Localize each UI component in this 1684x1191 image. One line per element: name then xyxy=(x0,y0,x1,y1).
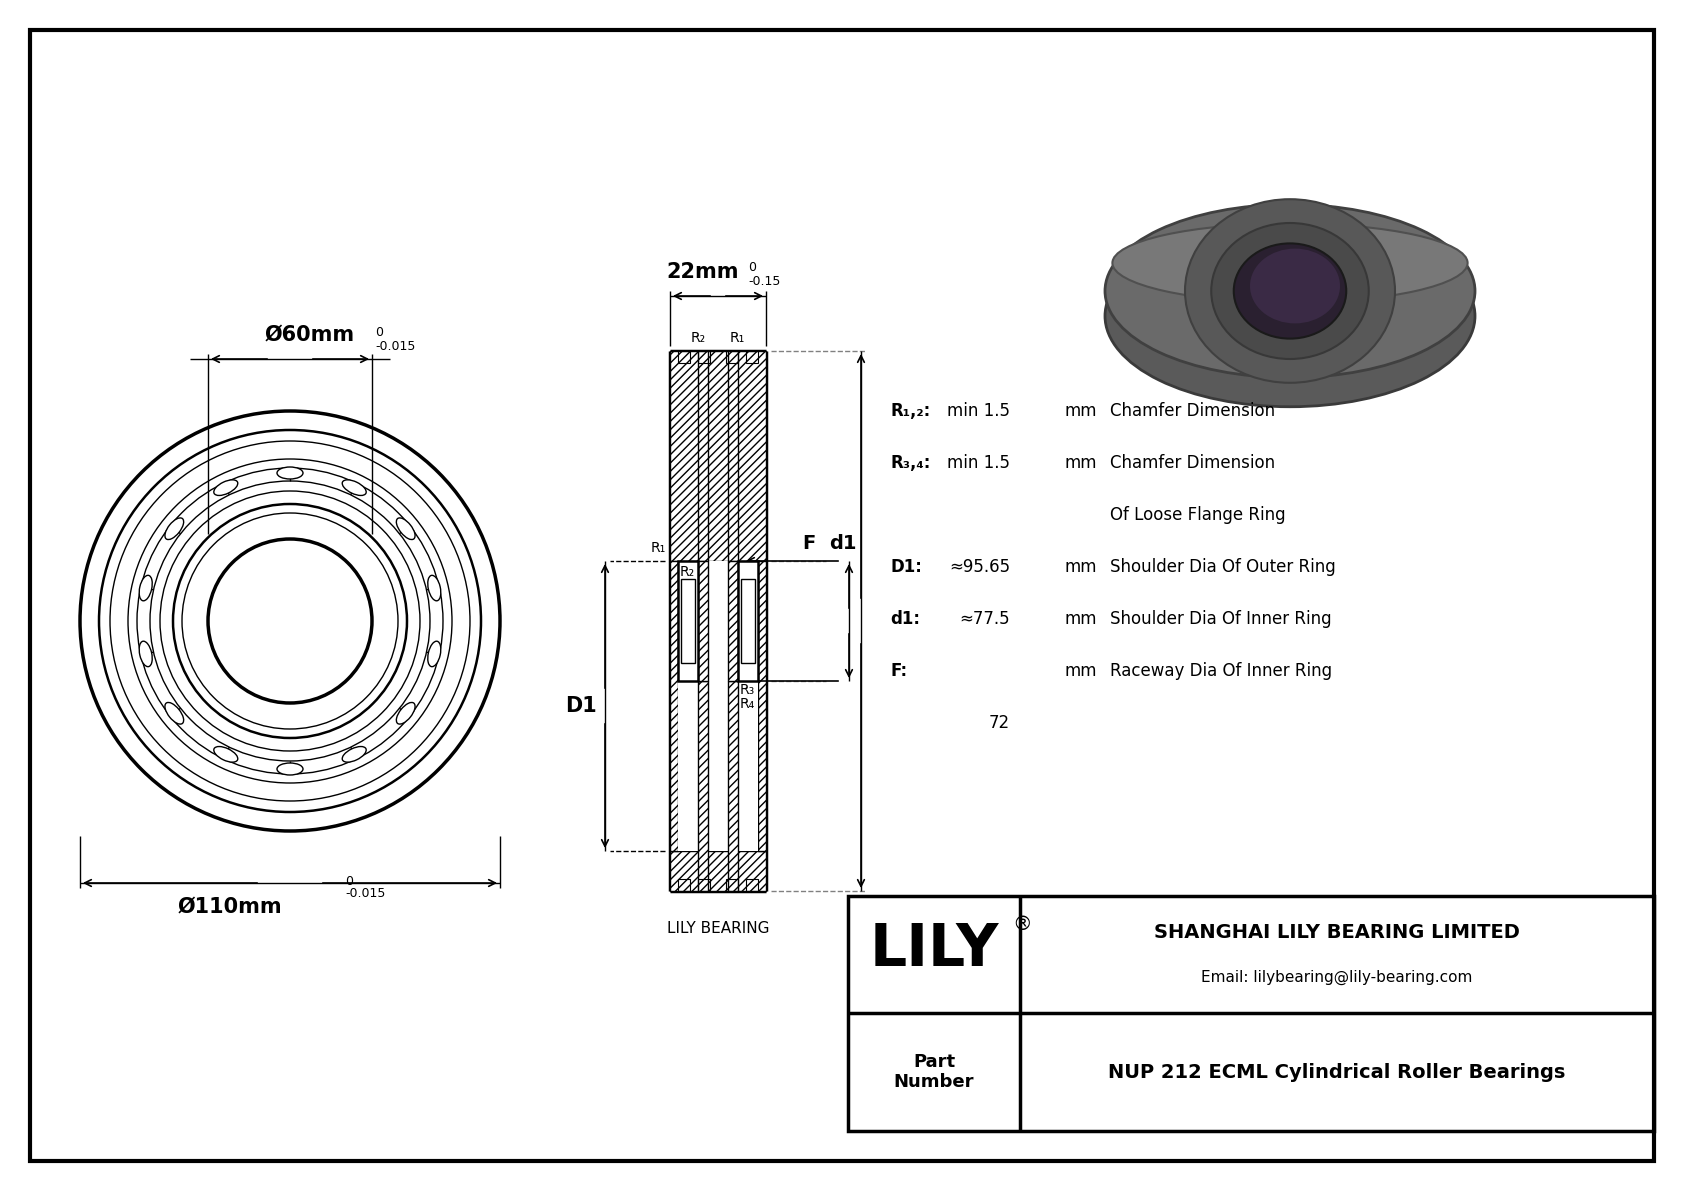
Text: F: F xyxy=(803,534,817,553)
Ellipse shape xyxy=(276,763,303,775)
Ellipse shape xyxy=(1105,225,1475,407)
Bar xyxy=(758,561,766,852)
Text: Of Loose Flange Ring: Of Loose Flange Ring xyxy=(1110,506,1285,524)
Text: R₄: R₄ xyxy=(739,697,754,711)
Bar xyxy=(727,561,738,681)
Ellipse shape xyxy=(428,641,441,667)
Text: Part
Number: Part Number xyxy=(894,1053,975,1091)
Bar xyxy=(849,896,1654,1131)
Bar xyxy=(670,852,766,891)
Bar xyxy=(697,561,707,681)
Ellipse shape xyxy=(396,518,414,540)
Text: R₁: R₁ xyxy=(650,541,665,555)
Text: NUP 212 ECML Cylindrical Roller Bearings: NUP 212 ECML Cylindrical Roller Bearings xyxy=(1108,1062,1566,1081)
Ellipse shape xyxy=(214,480,237,495)
Text: mm: mm xyxy=(1064,610,1098,628)
Ellipse shape xyxy=(428,575,441,600)
Circle shape xyxy=(209,540,372,703)
Text: LILY: LILY xyxy=(869,922,999,979)
Text: D1: D1 xyxy=(566,696,598,716)
Bar xyxy=(727,681,738,891)
Text: R₁: R₁ xyxy=(729,331,746,345)
Text: LILY BEARING: LILY BEARING xyxy=(667,921,770,936)
Ellipse shape xyxy=(165,703,184,724)
Text: 0: 0 xyxy=(345,875,354,888)
Bar xyxy=(679,879,690,891)
Text: F:: F: xyxy=(891,662,908,680)
Text: R₃: R₃ xyxy=(739,682,754,697)
Ellipse shape xyxy=(1211,223,1369,358)
Bar xyxy=(670,561,679,852)
Ellipse shape xyxy=(396,703,414,724)
Text: Chamfer Dimension: Chamfer Dimension xyxy=(1110,454,1275,472)
Ellipse shape xyxy=(1105,205,1475,378)
Bar xyxy=(670,351,766,561)
Ellipse shape xyxy=(140,575,152,600)
Bar xyxy=(697,351,711,363)
Text: SHANGHAI LILY BEARING LIMITED: SHANGHAI LILY BEARING LIMITED xyxy=(1154,923,1521,942)
Text: mm: mm xyxy=(1064,454,1098,472)
Text: mm: mm xyxy=(1064,403,1098,420)
Bar xyxy=(680,579,695,663)
Bar xyxy=(746,879,758,891)
Text: D1:: D1: xyxy=(891,559,921,576)
Text: -0.015: -0.015 xyxy=(376,339,416,353)
Ellipse shape xyxy=(140,641,152,667)
Text: min 1.5: min 1.5 xyxy=(946,403,1010,420)
Bar xyxy=(746,351,758,363)
Text: 0: 0 xyxy=(748,261,756,274)
Ellipse shape xyxy=(1186,199,1394,382)
Ellipse shape xyxy=(1250,249,1340,324)
Text: R₂: R₂ xyxy=(690,331,706,345)
Text: Chamfer Dimension: Chamfer Dimension xyxy=(1110,403,1275,420)
Bar xyxy=(726,351,738,363)
Text: 0: 0 xyxy=(376,326,382,339)
Text: ≈77.5: ≈77.5 xyxy=(960,610,1010,628)
Ellipse shape xyxy=(214,747,237,762)
Bar xyxy=(738,561,758,681)
Text: -0.15: -0.15 xyxy=(748,275,780,288)
Bar xyxy=(697,351,707,561)
Text: Raceway Dia Of Inner Ring: Raceway Dia Of Inner Ring xyxy=(1110,662,1332,680)
Text: 72: 72 xyxy=(989,713,1010,732)
Text: -0.015: -0.015 xyxy=(345,887,386,900)
Ellipse shape xyxy=(165,518,184,540)
Text: d1: d1 xyxy=(829,534,857,553)
Text: mm: mm xyxy=(1064,662,1098,680)
Text: R₁,₂:: R₁,₂: xyxy=(891,403,930,420)
Ellipse shape xyxy=(276,467,303,479)
Ellipse shape xyxy=(1113,224,1467,303)
Text: R₃,₄:: R₃,₄: xyxy=(891,454,930,472)
Ellipse shape xyxy=(342,747,365,762)
Ellipse shape xyxy=(342,480,365,495)
Text: Ø60mm: Ø60mm xyxy=(264,325,355,345)
Text: ≈95.65: ≈95.65 xyxy=(948,559,1010,576)
Text: Shoulder Dia Of Inner Ring: Shoulder Dia Of Inner Ring xyxy=(1110,610,1332,628)
Text: Shoulder Dia Of Outer Ring: Shoulder Dia Of Outer Ring xyxy=(1110,559,1335,576)
Bar xyxy=(727,351,738,561)
Text: d1:: d1: xyxy=(891,610,919,628)
Bar xyxy=(697,681,707,891)
Bar xyxy=(697,879,711,891)
Text: 22mm: 22mm xyxy=(667,262,739,282)
Text: mm: mm xyxy=(1064,559,1098,576)
Bar xyxy=(726,879,738,891)
Text: min 1.5: min 1.5 xyxy=(946,454,1010,472)
Bar xyxy=(741,579,754,663)
Text: Ø110mm: Ø110mm xyxy=(179,897,283,917)
Ellipse shape xyxy=(1234,243,1346,338)
Bar xyxy=(679,351,690,363)
Text: Email: lilybearing@lily-bearing.com: Email: lilybearing@lily-bearing.com xyxy=(1201,969,1474,985)
Text: ®: ® xyxy=(1012,916,1032,935)
Bar xyxy=(679,561,758,852)
Text: R₂: R₂ xyxy=(680,565,695,579)
Bar xyxy=(679,561,697,681)
